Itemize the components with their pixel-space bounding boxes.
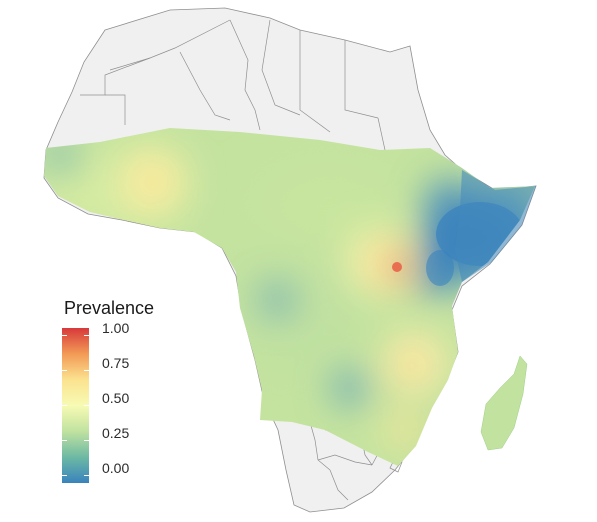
legend-title: Prevalence (64, 298, 155, 318)
madagascar (480, 355, 528, 451)
legend-colorbar (62, 328, 89, 483)
horn-region (455, 170, 536, 282)
legend-tick-label: 0.25 (102, 425, 130, 441)
legend-tick-label: 0.00 (102, 460, 130, 476)
legend-tick-label: 0.50 (102, 390, 130, 406)
legend-tick-label: 1.00 (102, 320, 130, 336)
prevalence-legend: Prevalence 1.00 0.75 0.50 0.25 0.00 (58, 298, 198, 498)
legend-tick-label: 0.75 (102, 355, 130, 371)
